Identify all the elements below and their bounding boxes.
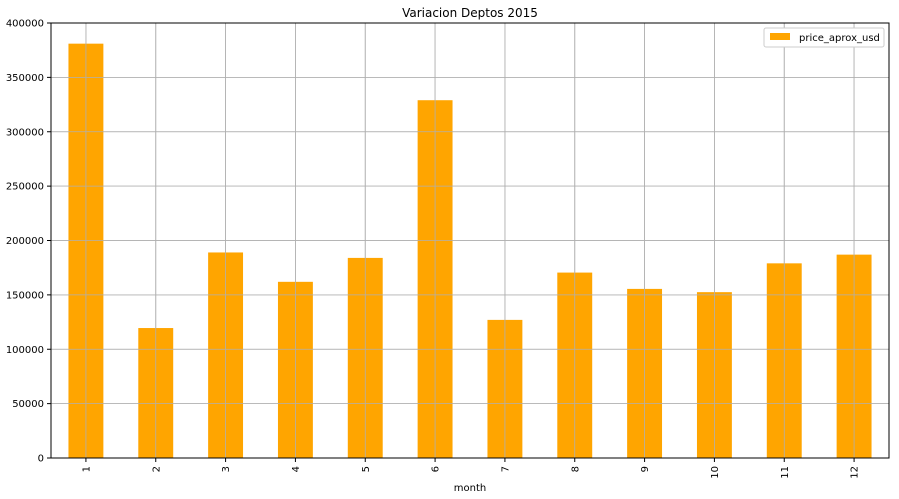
y-tick-label: 100000 xyxy=(6,345,44,356)
x-tick-label: 8 xyxy=(570,466,581,472)
y-tick-label: 300000 xyxy=(6,127,44,138)
y-axis-ticks: 0 50000 100000 150000 200000 250000 300000 3500… xyxy=(6,19,51,465)
x-tick-label: 9 xyxy=(640,466,651,472)
x-tick-label: 6 xyxy=(431,466,442,472)
x-tick-label: 11 xyxy=(780,466,791,479)
y-tick-label: 150000 xyxy=(6,290,44,301)
legend-label: price_aprox_usd xyxy=(799,33,880,44)
chart-title: Variacion Deptos 2015 xyxy=(402,6,538,20)
y-tick-label: 200000 xyxy=(6,236,44,247)
y-tick-label: 400000 xyxy=(6,19,44,30)
legend: price_aprox_usd xyxy=(763,27,885,48)
y-tick-label: 50000 xyxy=(12,399,44,410)
y-tick-label: 250000 xyxy=(6,182,44,193)
bars xyxy=(51,22,889,459)
legend-swatch xyxy=(770,33,790,40)
legend-box xyxy=(763,27,885,48)
x-tick-label: 4 xyxy=(291,466,302,472)
x-tick-label: 2 xyxy=(151,466,162,472)
x-tick-label: 1 xyxy=(81,466,92,472)
x-tick-label: 10 xyxy=(710,466,721,479)
x-tick-label: 5 xyxy=(361,466,372,472)
x-axis-title: month xyxy=(454,483,486,494)
y-tick-label: 0 xyxy=(38,454,44,465)
x-tick-label: 3 xyxy=(221,466,232,472)
x-axis-ticks: 1 2 3 4 5 6 7 8 9 10 11 12 xyxy=(81,458,861,479)
x-tick-label: 7 xyxy=(500,466,511,472)
y-tick-label: 350000 xyxy=(6,73,44,84)
x-tick-label: 12 xyxy=(850,466,861,479)
